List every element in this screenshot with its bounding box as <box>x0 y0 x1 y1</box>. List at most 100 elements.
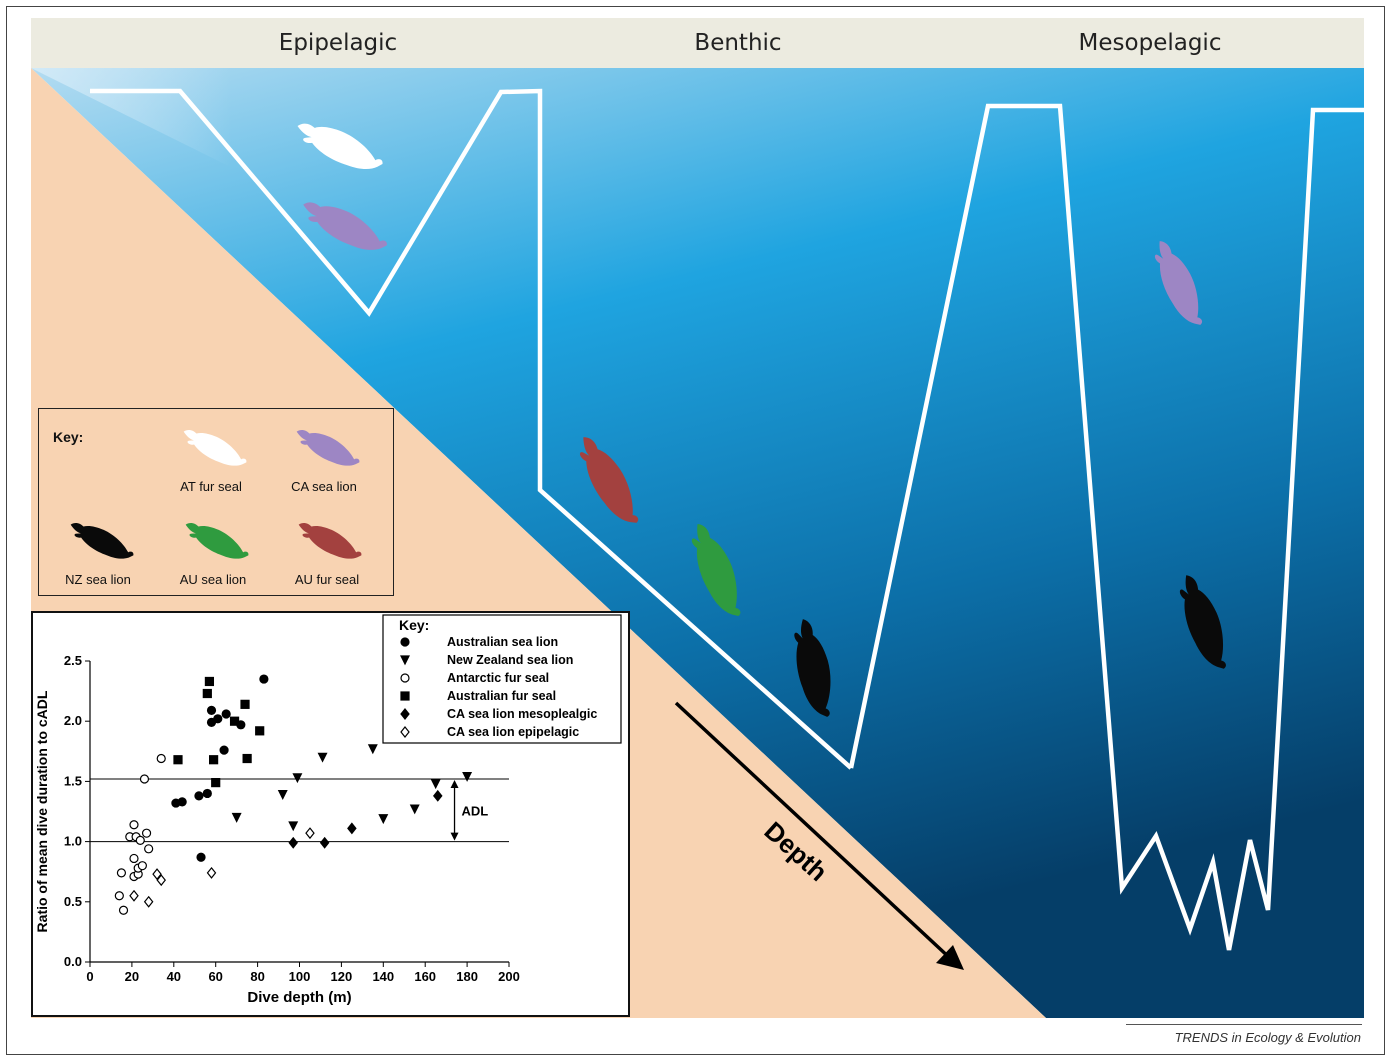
legend-marker <box>400 673 410 683</box>
data-point <box>317 752 328 763</box>
data-point <box>319 836 330 849</box>
y-tick-label: 1.5 <box>64 773 82 788</box>
data-point <box>129 853 139 864</box>
data-point <box>156 753 166 764</box>
x-tick-label: 200 <box>498 969 520 984</box>
data-point <box>462 771 473 782</box>
data-point <box>196 852 206 862</box>
footer-credit: TRENDS in Ecology & Evolution <box>1174 1030 1361 1045</box>
data-point <box>114 891 124 901</box>
data-point <box>367 744 378 755</box>
y-tick-label: 1.0 <box>64 834 82 849</box>
x-tick-label: 20 <box>125 969 139 984</box>
legend-marker <box>400 708 410 720</box>
data-point <box>204 676 215 687</box>
legend-entry-label: CA sea lion epipelagic <box>447 725 579 739</box>
depth-arrow-head <box>936 945 964 970</box>
data-point <box>240 699 250 709</box>
scatter-chart: 0 20 40 60 80 100 120 140 160 180 200 0.0 0.5 1.0 1.5 2… <box>34 614 622 1006</box>
scatter-chart-panel: 0 20 40 60 80 100 120 140 160 180 200 0.0 0.5 1.0 1.5 2… <box>31 611 630 1017</box>
animal-key-label: AT fur seal <box>180 479 242 494</box>
depth-arrow <box>674 701 954 962</box>
data-point <box>152 868 162 881</box>
data-point <box>129 820 139 830</box>
animal-key-label: CA sea lion <box>291 479 357 494</box>
x-tick-label: 160 <box>414 969 436 984</box>
data-point <box>129 889 139 902</box>
data-point <box>206 705 217 715</box>
x-tick-label: 100 <box>289 969 311 984</box>
x-tick-label: 0 <box>86 969 93 984</box>
data-point <box>229 716 240 726</box>
data-point <box>221 709 231 719</box>
legend-marker <box>400 655 410 666</box>
data-point <box>242 753 252 764</box>
data-point <box>211 778 221 788</box>
zone-label-benthic: Benthic <box>694 30 782 56</box>
data-point <box>259 674 269 684</box>
chart-legend <box>382 614 622 744</box>
footer-rule <box>1126 1024 1362 1025</box>
data-point <box>292 773 303 784</box>
data-point <box>202 688 212 699</box>
y-tick-label: 2.0 <box>64 713 82 728</box>
data-point <box>143 895 154 908</box>
data-point <box>202 788 212 799</box>
data-point <box>194 791 204 801</box>
chart-legend-title: Key: <box>399 617 429 633</box>
data-point <box>219 745 229 755</box>
x-tick-label: 180 <box>456 969 478 984</box>
animal-key-label: NZ sea lion <box>65 572 131 587</box>
data-point <box>177 797 187 807</box>
data-point <box>135 835 145 845</box>
data-point <box>231 812 242 823</box>
adl-arrow-head-up <box>450 779 459 788</box>
y-tick-label: 0.0 <box>64 954 82 969</box>
data-point <box>141 828 152 838</box>
x-tick-label: 40 <box>167 969 181 984</box>
x-tick-label: 60 <box>208 969 222 984</box>
data-point <box>206 866 217 879</box>
legend-entry-label: CA sea lion mesoplealgic <box>447 707 597 721</box>
data-point <box>430 779 441 790</box>
data-point <box>255 726 265 736</box>
data-point <box>277 790 288 800</box>
legend-entry-label: New Zealand sea lion <box>447 653 573 667</box>
header-band <box>31 18 1364 68</box>
data-point <box>378 814 389 825</box>
animal-key-label: AU sea lion <box>179 572 247 587</box>
figure-frame <box>6 6 1385 1055</box>
zone-label-mesopelagic: Mesopelagic <box>1078 30 1222 56</box>
y-tick-label: 2.5 <box>64 653 82 668</box>
data-point <box>433 789 443 802</box>
data-point <box>137 861 147 871</box>
legend-marker <box>400 637 410 647</box>
adl-arrow-head-down <box>450 832 459 841</box>
data-point <box>347 822 357 835</box>
data-point <box>118 905 129 915</box>
epipelagic-dive-path <box>90 88 853 770</box>
adl-label: ADL <box>462 803 489 818</box>
data-point <box>409 804 420 815</box>
legend-entry-label: Australian sea lion <box>447 635 558 649</box>
legend-marker <box>400 726 410 738</box>
x-axis-title: Dive depth (m) <box>247 989 351 1006</box>
legend-marker <box>400 691 410 701</box>
data-point <box>116 868 127 878</box>
data-point <box>156 874 166 887</box>
data-point <box>305 827 315 840</box>
data-point <box>213 714 223 724</box>
data-point <box>139 774 150 784</box>
x-tick-label: 120 <box>331 969 353 984</box>
x-tick-label: 80 <box>250 969 264 984</box>
animal-key-label: AU fur seal <box>294 572 360 587</box>
data-point <box>288 836 298 849</box>
legend-entry-label: Antarctic fur seal <box>447 671 549 685</box>
data-point <box>209 755 219 765</box>
data-point <box>288 821 299 832</box>
data-point <box>173 755 183 765</box>
zone-label-epipelagic: Epipelagic <box>278 30 398 56</box>
data-point <box>144 844 154 854</box>
y-axis-title: Ratio of mean dive duration to cADL <box>34 690 50 932</box>
legend-entry-label: Australian fur seal <box>447 689 556 703</box>
